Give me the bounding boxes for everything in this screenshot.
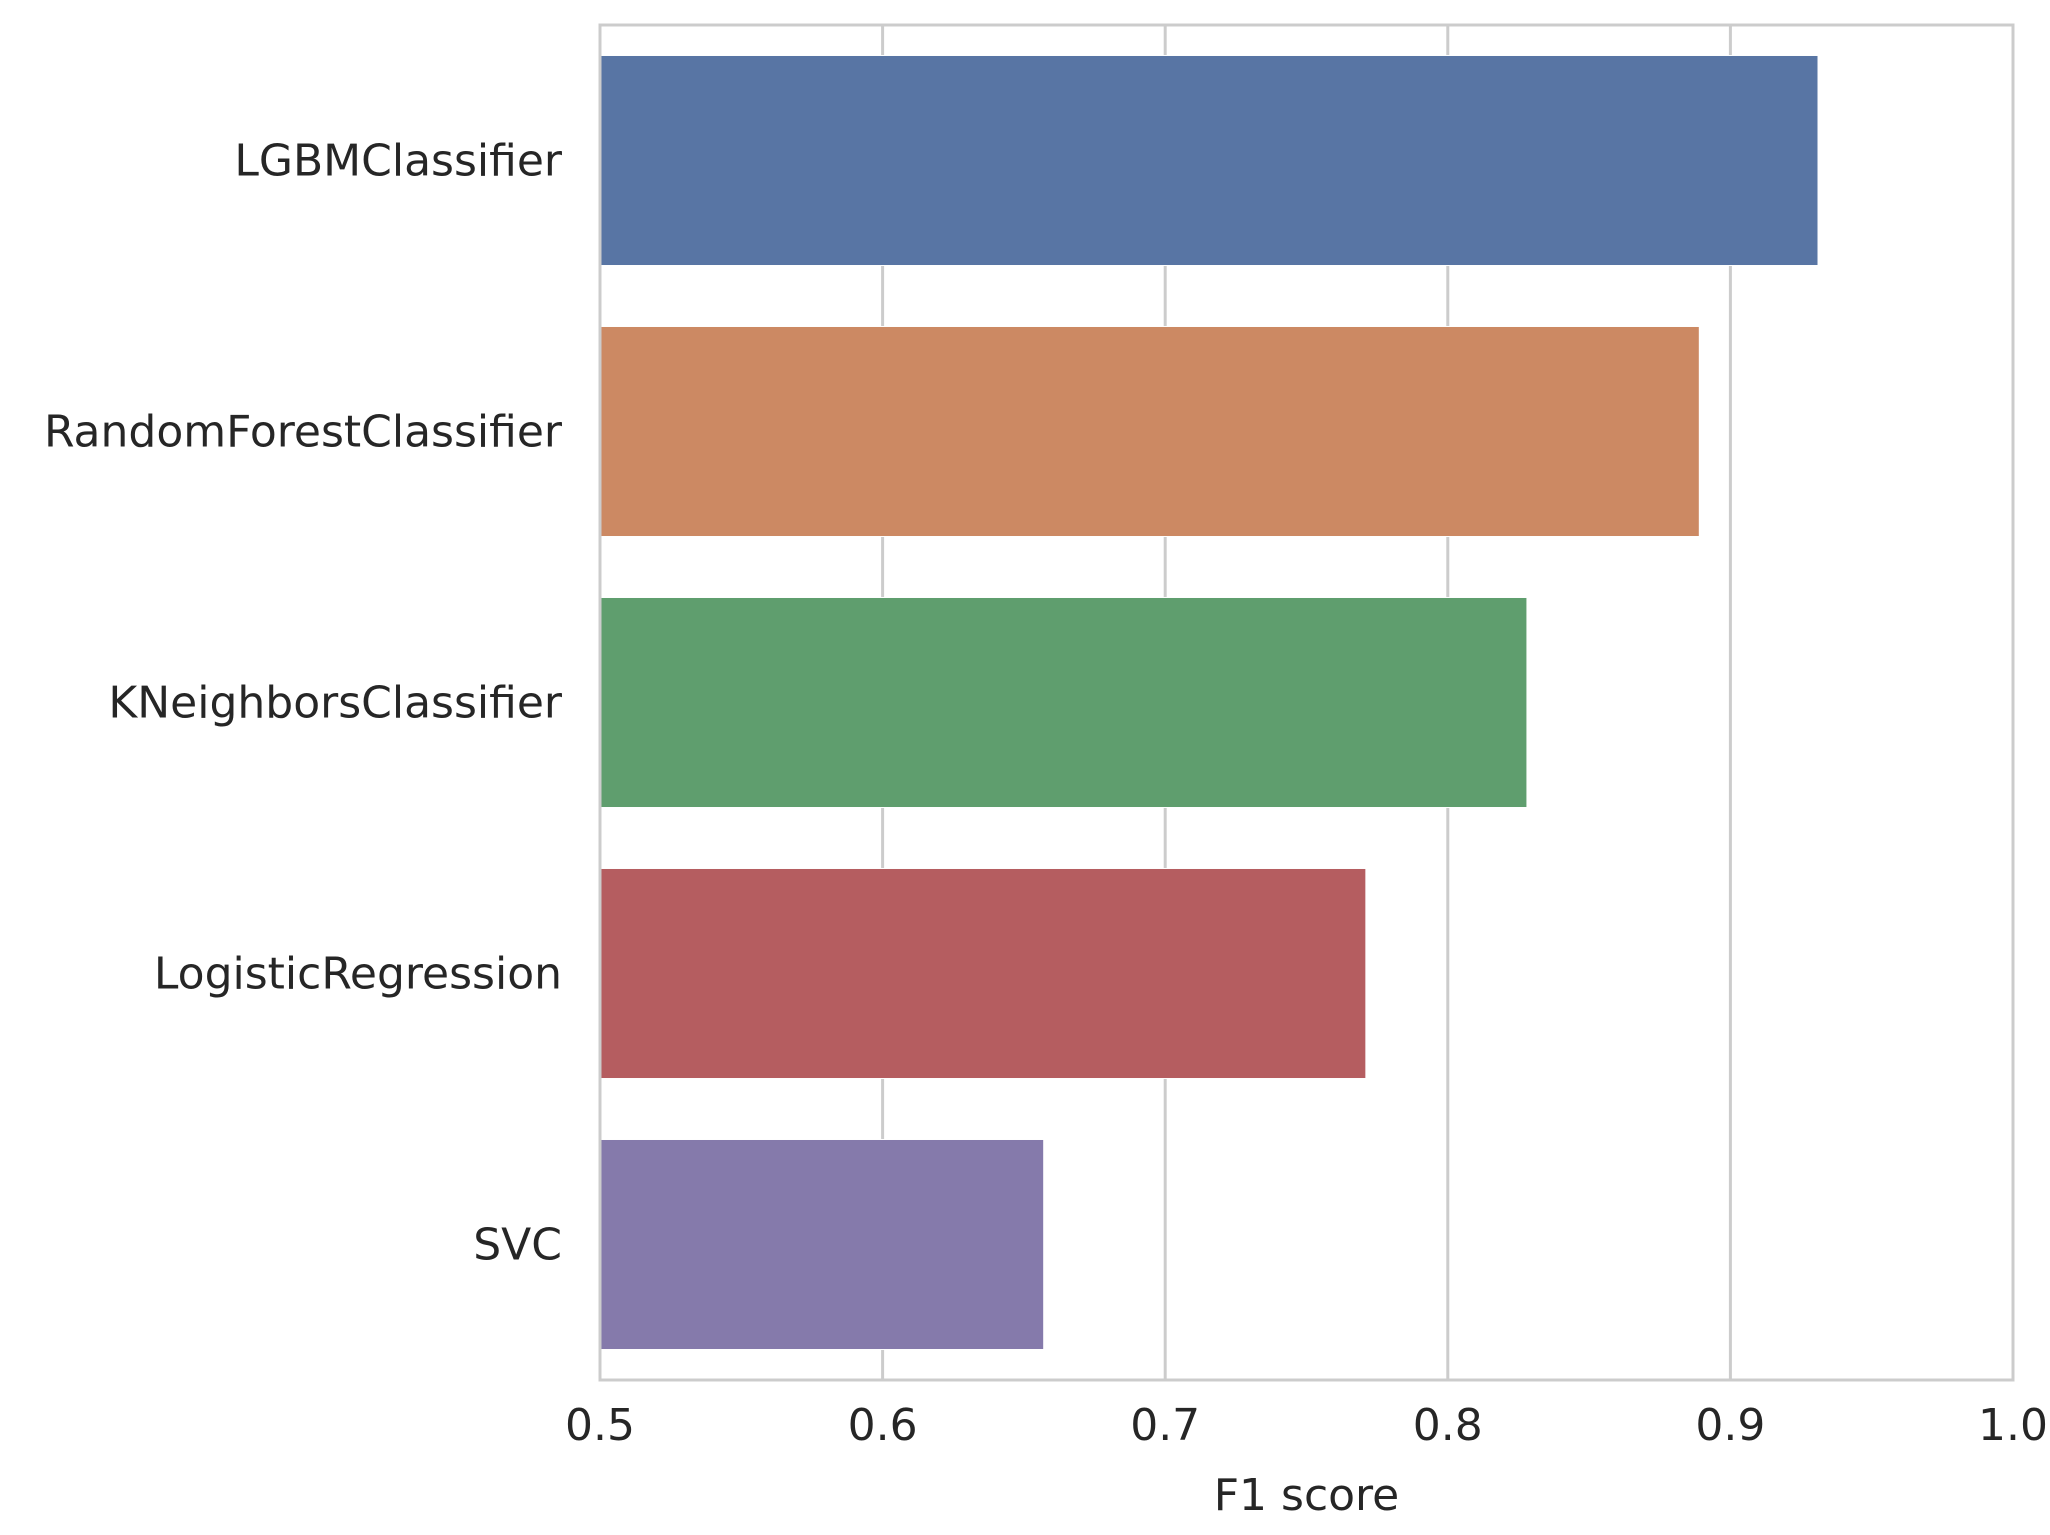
bar-kneighborsclassifier [599,596,1528,809]
x-tick-labels: 0.5 0.6 0.7 0.8 0.9 1.0 [565,1400,2048,1451]
x-tick-label: 0.6 [848,1400,918,1451]
x-tick-label: 0.9 [1695,1400,1765,1451]
y-category-label: SVC [473,1220,562,1271]
bar-lgbmclassifier [599,54,1819,267]
y-category-label: RandomForestClassifier [44,407,563,458]
x-tick-label: 1.0 [1978,1400,2048,1451]
bar-randomforestclassifier [599,325,1700,538]
y-category-label: LogisticRegression [154,949,562,1000]
axes-frame [598,23,2015,1382]
x-axis-label: F1 score [1214,1470,1400,1521]
y-category-label: KNeighborsClassifier [108,678,563,729]
y-category-label: LGBMClassifier [234,136,563,187]
x-tick-label: 0.8 [1413,1400,1483,1451]
x-tick-label: 0.5 [565,1400,635,1451]
y-category-labels: LGBMClassifier RandomForestClassifier KNei… [44,136,563,1271]
bars [599,54,1819,1351]
bar-logisticregression [599,867,1367,1080]
x-tick-label: 0.7 [1130,1400,1200,1451]
bar-svc [599,1138,1045,1351]
